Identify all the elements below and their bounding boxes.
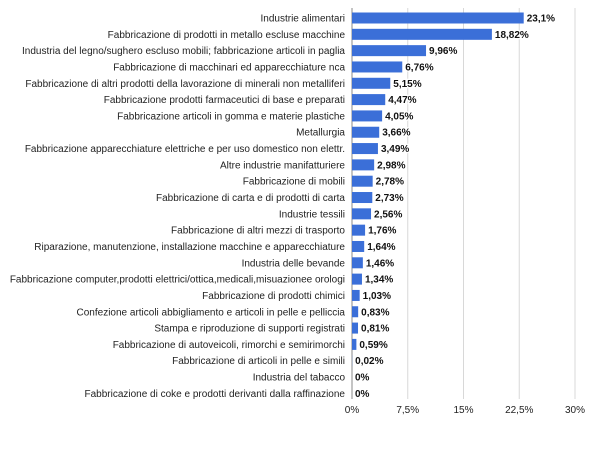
x-tick-label: 15% xyxy=(453,405,473,416)
value-label: 4,47% xyxy=(388,95,416,106)
bar xyxy=(352,273,362,285)
category-label: Fabbricazione apparecchiature elettriche… xyxy=(25,144,345,155)
category-label: Fabbricazione di coke e prodotti derivan… xyxy=(84,389,345,400)
bar xyxy=(352,12,524,24)
value-label: 3,49% xyxy=(381,144,409,155)
value-label: 5,15% xyxy=(393,79,421,90)
grid-layer xyxy=(351,8,576,399)
category-label: Fabbricazione di prodotti in metallo esc… xyxy=(108,30,346,41)
x-tick-label: 7,5% xyxy=(396,405,419,416)
bar xyxy=(352,208,372,220)
category-label: Industria del tabacco xyxy=(253,373,346,384)
value-label: 2,56% xyxy=(374,209,402,220)
value-label: 23,1% xyxy=(527,14,555,25)
category-label: Fabbricazione articoli in gomma e materi… xyxy=(117,111,345,122)
bar xyxy=(352,126,380,138)
category-label: Fabbricazione prodotti farmaceutici di b… xyxy=(104,95,345,106)
x-tick-label: 22,5% xyxy=(505,405,533,416)
category-label: Fabbricazione di articoli in pelle e sim… xyxy=(172,356,345,367)
value-label: 2,98% xyxy=(377,160,405,171)
value-label: 1,03% xyxy=(363,291,391,302)
value-label: 1,76% xyxy=(368,226,396,237)
category-label: Fabbricazione di autoveicoli, rimorchi e… xyxy=(113,340,345,351)
bar xyxy=(352,257,363,269)
bar xyxy=(352,143,378,155)
category-label: Confezione articoli abbigliamento e arti… xyxy=(77,307,346,318)
category-label: Fabbricazione di carta e di prodotti di … xyxy=(156,193,345,204)
category-label: Fabbricazione di altri mezzi di trasport… xyxy=(171,226,345,237)
x-tick-label: 30% xyxy=(565,405,585,416)
value-label-layer: 23,1% 18,82% 9,96% 6,76% 5,15% 4,47% 4,05% 3,66… xyxy=(354,12,557,401)
value-label: 3,66% xyxy=(382,128,410,139)
bar xyxy=(352,306,359,318)
category-label: Industria del legno/sughero escluso mobi… xyxy=(22,46,345,57)
value-label: 0% xyxy=(355,389,370,400)
x-tick-layer: 0% 7,5% 15% 22,5% 30% xyxy=(345,405,585,416)
value-label: 2,78% xyxy=(376,177,404,188)
category-label: Metallurgia xyxy=(296,128,345,139)
bar xyxy=(352,159,375,171)
value-label: 18,82% xyxy=(495,30,529,41)
category-label: Fabbricazione di mobili xyxy=(243,177,345,188)
value-label: 2,73% xyxy=(375,193,403,204)
bar xyxy=(352,175,373,187)
bar xyxy=(352,110,383,122)
value-label: 6,76% xyxy=(405,62,433,73)
category-label: Stampa e riproduzione di supporti regist… xyxy=(154,324,345,335)
category-label: Altre industrie manifatturiere xyxy=(220,160,345,171)
value-label: 1,46% xyxy=(366,258,394,269)
bar xyxy=(352,240,365,252)
category-label: Industrie alimentari xyxy=(261,14,345,25)
value-label: 0,81% xyxy=(361,324,389,335)
value-label: 0% xyxy=(355,373,370,384)
value-label: 9,96% xyxy=(429,46,457,57)
bar xyxy=(352,28,492,40)
value-label: 0,83% xyxy=(361,307,389,318)
value-label: 0,02% xyxy=(355,356,383,367)
value-label: 1,64% xyxy=(367,242,395,253)
bar xyxy=(352,224,366,236)
bar xyxy=(352,61,403,73)
value-label: 1,34% xyxy=(365,275,393,286)
bar xyxy=(352,338,357,350)
bar xyxy=(352,192,373,204)
bar xyxy=(352,289,360,301)
bar xyxy=(352,322,359,334)
category-label-layer: Industrie alimentari Fabbricazione di pro… xyxy=(10,14,346,400)
bar-layer xyxy=(352,12,524,367)
x-tick-label: 0% xyxy=(345,405,360,416)
category-label: Riparazione, manutenzione, installazione… xyxy=(34,242,345,253)
category-label: Industria delle bevande xyxy=(242,258,346,269)
value-label: 0,59% xyxy=(359,340,387,351)
bar xyxy=(352,45,427,57)
category-label: Fabbricazione di altri prodotti della la… xyxy=(25,79,345,90)
bar xyxy=(352,77,391,89)
category-label: Fabbricazione di prodotti chimici xyxy=(202,291,345,302)
bar xyxy=(352,94,386,106)
category-label: Fabbricazione di macchinari ed apparecch… xyxy=(113,62,345,73)
category-label: Fabbricazione computer,prodotti elettric… xyxy=(10,275,345,286)
value-label: 4,05% xyxy=(385,111,413,122)
category-label: Industrie tessili xyxy=(279,209,345,220)
